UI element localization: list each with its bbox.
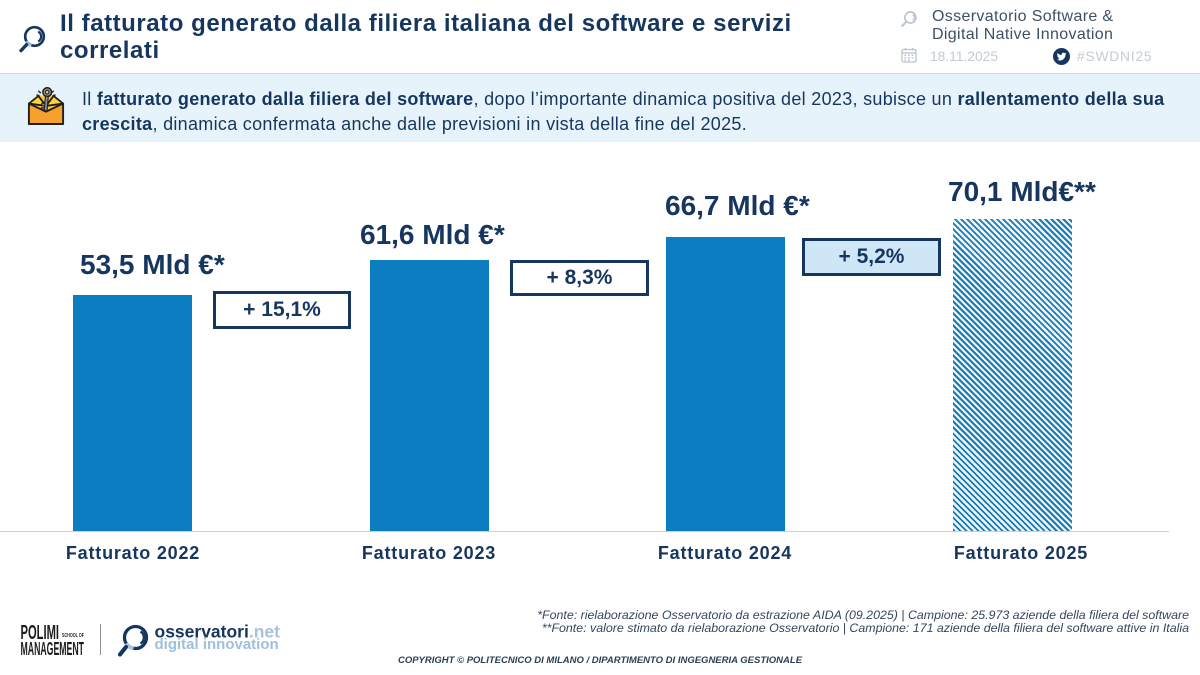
svg-text:SCHOOL OF: SCHOOL OF [62, 633, 84, 639]
svg-text:digital innovation: digital innovation [155, 636, 279, 653]
svg-text:MANAGEMENT: MANAGEMENT [21, 639, 85, 659]
svg-text:POLIMI: POLIMI [21, 621, 60, 644]
svg-text:osservatori.net: osservatori.net [155, 622, 281, 642]
